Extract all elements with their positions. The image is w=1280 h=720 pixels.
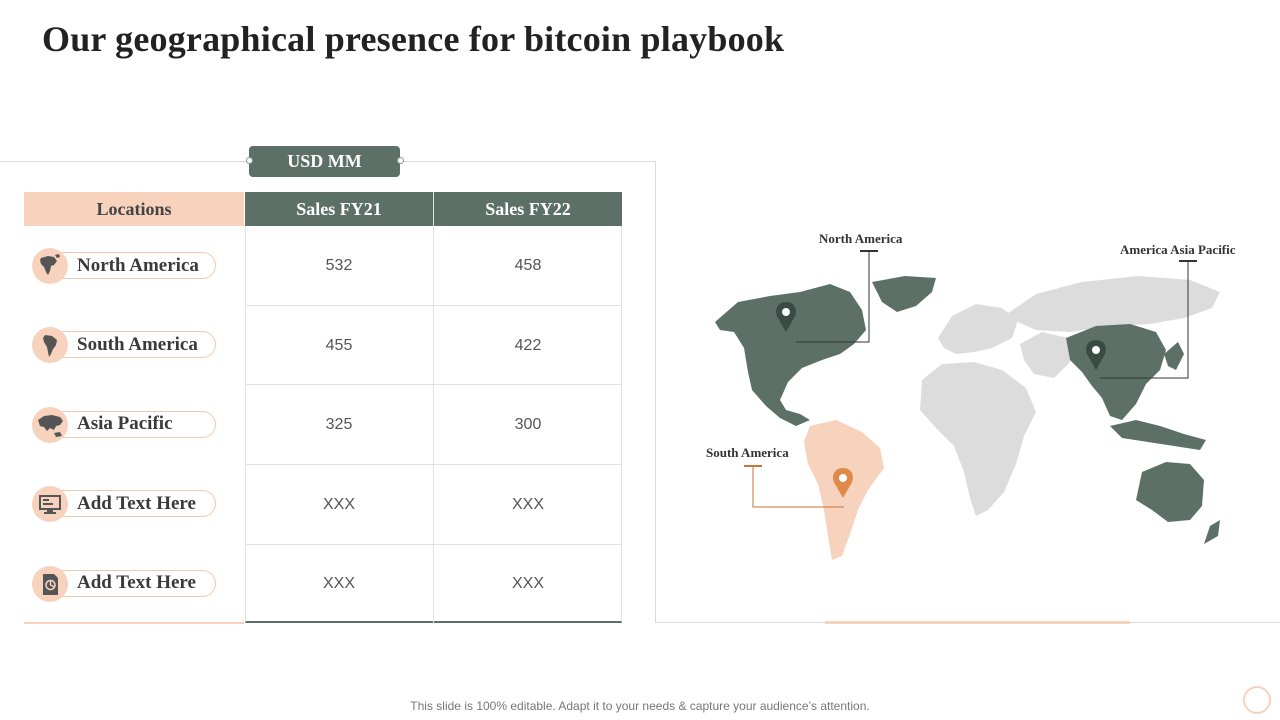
cell-fy22: 422 — [514, 337, 542, 354]
cell-fy22: XXX — [511, 575, 544, 592]
footer-note: This slide is 100% editable. Adapt it to… — [410, 699, 870, 713]
unit-badge-right-dot — [397, 157, 404, 164]
location-label: Asia Pacific — [77, 413, 173, 434]
cell-fy22: XXX — [511, 496, 544, 513]
north-america-pin-icon — [776, 302, 796, 332]
document-icon — [32, 566, 68, 602]
map-accent-line — [825, 621, 1130, 624]
map-label-asia-pacific: America Asia Pacific — [1120, 242, 1236, 257]
new-zealand-shape — [1204, 520, 1220, 544]
location-pill — [48, 570, 216, 597]
monitor-icon — [32, 486, 68, 522]
location-label: North America — [77, 255, 199, 276]
location-label: Add Text Here — [77, 572, 196, 593]
europe-shape — [938, 304, 1018, 354]
grid-row-divider — [245, 384, 622, 385]
north-america-shape — [715, 284, 866, 426]
location-pill — [48, 252, 216, 279]
location-label: South America — [77, 334, 198, 355]
unit-badge-left-dot — [246, 157, 253, 164]
asia-shape — [1066, 324, 1166, 420]
north-america-callout-line — [796, 251, 870, 343]
grid-row-divider — [245, 305, 622, 306]
asia-pacific-icon — [32, 407, 68, 443]
greenland-shape — [872, 276, 936, 312]
cell-fy22: 300 — [514, 416, 542, 433]
grid-row-divider — [245, 544, 622, 545]
cell-fy21: 455 — [325, 337, 353, 354]
location-label: Add Text Here — [77, 493, 196, 514]
page-title: Our geographical presence for bitcoin pl… — [42, 19, 785, 59]
location-pill — [48, 411, 216, 438]
asia-pacific-pin-icon — [1086, 340, 1106, 370]
asia-pacific-callout-line — [1100, 261, 1189, 379]
cell-fy21: 325 — [325, 416, 353, 433]
north-asia-shape — [1004, 276, 1220, 332]
header-locations: Locations — [24, 192, 244, 226]
grid-column-divider — [433, 192, 434, 623]
indonesia-shape — [1110, 420, 1206, 450]
cell-fy21: XXX — [322, 575, 355, 592]
japan-shape — [1164, 342, 1184, 370]
corner-ring-icon — [1243, 686, 1271, 714]
locations-underline — [24, 622, 244, 624]
grid-row-divider — [245, 464, 622, 465]
location-pill — [48, 490, 216, 517]
header-sales-fy22: Sales FY22 — [434, 192, 622, 226]
australia-shape — [1136, 462, 1204, 522]
location-pill — [48, 331, 216, 358]
south-america-pin-icon — [833, 468, 853, 498]
cell-fy21: 532 — [325, 257, 353, 274]
middle-east-shape — [1020, 332, 1070, 378]
north-america-icon — [32, 248, 68, 284]
africa-shape — [920, 362, 1036, 516]
south-america-icon — [32, 327, 68, 363]
header-sales-fy21: Sales FY21 — [245, 192, 433, 226]
cell-fy21: XXX — [322, 496, 355, 513]
world-map: North America America Asia Pacific South… — [690, 220, 1280, 580]
cell-fy22: 458 — [514, 257, 542, 274]
unit-badge: USD MM — [249, 146, 400, 177]
south-america-callout-line — [752, 466, 844, 508]
map-label-north-america: North America — [819, 231, 903, 246]
map-label-south-america: South America — [706, 445, 789, 460]
